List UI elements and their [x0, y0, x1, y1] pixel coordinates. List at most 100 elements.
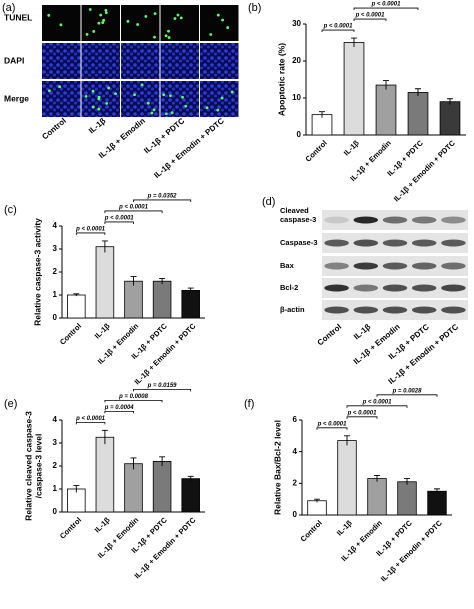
tunel-dot: [104, 8, 108, 12]
p-value: p < 0.0001: [104, 216, 135, 222]
column-label: IL-1β + Emodin + PDTC: [152, 116, 226, 180]
tunel-dot: [144, 15, 148, 18]
significance-bracket: [353, 7, 419, 11]
error-bar: [434, 488, 440, 494]
micrograph: [42, 43, 81, 79]
x-tick-label: Control: [58, 321, 83, 346]
column-label: IL-1β: [87, 116, 108, 135]
row-label: Cleaved caspase-3: [280, 206, 317, 224]
x-tick-label: IL-1β: [335, 518, 354, 537]
significance-bracket: [133, 199, 192, 202]
blot-band: [411, 239, 437, 247]
blot-band: [411, 284, 437, 292]
tunel-dot: [221, 18, 224, 22]
p-value: p < 0.0001: [118, 205, 149, 211]
y-tick-label: 0: [293, 510, 298, 519]
error-bar: [130, 457, 137, 470]
error-bar: [314, 498, 320, 503]
bar: [181, 478, 200, 513]
blot-band: [324, 284, 349, 292]
blot-band: [382, 262, 408, 270]
tunel-dot: [170, 111, 174, 115]
y-tick-label: 0: [53, 313, 58, 322]
p-value: p = 0.0028: [392, 388, 423, 394]
y-tick-label: 1: [53, 290, 58, 299]
tunel-dot: [169, 94, 172, 98]
tunel-dot: [91, 105, 95, 109]
blot-band: [353, 239, 379, 247]
error-bar: [447, 98, 453, 105]
y-tick-label: 0: [297, 130, 302, 139]
error-bar: [351, 37, 357, 47]
y-tick-label: 20: [292, 56, 301, 65]
tunel-dot: [230, 90, 234, 94]
significance-bracket: [316, 427, 348, 430]
p-value: p = 0.0159: [147, 383, 178, 389]
blot-band: [411, 262, 437, 270]
tunel-dot: [152, 108, 156, 112]
blot-band: [441, 262, 466, 270]
error-bar: [404, 478, 410, 485]
blot-band: [353, 284, 379, 292]
error-bar: [159, 456, 166, 466]
blot-band: [382, 239, 408, 247]
panel-label: (e): [4, 398, 17, 410]
micrograph: [160, 43, 199, 79]
bar: [124, 463, 143, 513]
y-tick-label: 2: [53, 267, 58, 276]
tunel-dot: [216, 108, 220, 112]
blot-band: [441, 239, 466, 247]
blot-band: [382, 216, 408, 224]
row-label: Bax: [280, 261, 295, 270]
blot-band: [324, 262, 349, 270]
x-tick-label: Control: [299, 518, 324, 543]
y-tick-label: 3: [53, 244, 58, 253]
blot-band: [411, 306, 437, 314]
tunel-dot: [173, 17, 177, 20]
tunel-dot: [133, 93, 136, 97]
tunel-dot: [140, 83, 144, 87]
micrograph: [200, 43, 239, 79]
tunel-dot: [184, 104, 188, 108]
bar: [367, 478, 387, 516]
micrograph: [200, 5, 239, 41]
tunel-dot: [104, 11, 108, 15]
tunel-dot: [99, 13, 103, 17]
bar: [124, 280, 143, 319]
tunel-dot: [88, 8, 92, 11]
micrograph: [42, 81, 81, 117]
y-tick-label: 6: [293, 415, 298, 424]
tunel-dot: [205, 106, 209, 110]
blot-band: [441, 306, 466, 314]
error-bar: [73, 293, 80, 297]
tunel-dot: [97, 107, 101, 111]
y-tick-label: 2: [293, 478, 298, 487]
bar: [311, 114, 333, 136]
panel-label: (c): [4, 204, 17, 216]
blot-band: [441, 284, 466, 292]
p-value: p = 0.0352: [147, 194, 178, 200]
tunel-dot: [114, 92, 117, 96]
blot-band: [353, 262, 379, 270]
micrograph: [121, 81, 160, 117]
panel-label: (a): [2, 2, 15, 14]
tunel-dot: [162, 93, 166, 97]
p-value: p < 0.0001: [355, 13, 386, 19]
tunel-dot: [167, 29, 170, 33]
p-value: p < 0.0001: [362, 399, 393, 405]
significance-bracket: [104, 210, 163, 213]
p-value: p < 0.0001: [347, 410, 378, 416]
tunel-dot: [91, 89, 95, 93]
x-tick-label: IL-1β + Emodin + PDTC: [392, 138, 457, 203]
y-tick-label: 1: [53, 484, 58, 493]
tunel-dot: [84, 94, 88, 98]
y-tick-label: 4: [53, 221, 58, 230]
y-axis-label: Relative caspase-3 activity: [32, 218, 42, 326]
tunel-dot: [179, 16, 183, 20]
bar: [343, 42, 365, 136]
significance-bracket: [104, 221, 134, 224]
tunel-dot: [126, 19, 130, 23]
x-tick-label: IL-1β: [93, 321, 112, 340]
p-value: p < 0.0001: [317, 421, 348, 427]
micrograph: [160, 81, 199, 117]
